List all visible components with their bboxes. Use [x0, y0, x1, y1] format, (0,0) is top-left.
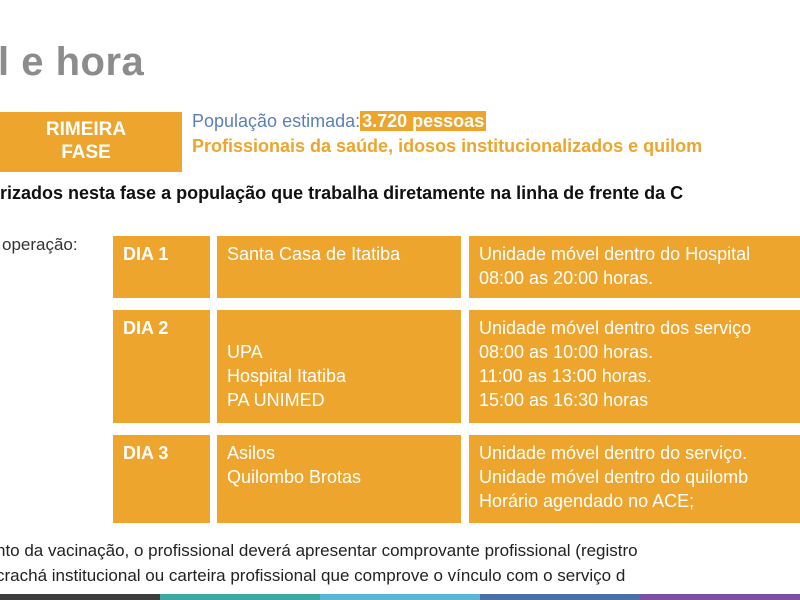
- day-label: DIA 1: [123, 244, 169, 264]
- schedule-place-cell: Asilos Quilombo Brotas: [217, 435, 461, 523]
- population-label: População estimada:: [192, 111, 361, 131]
- place-line: UPA: [227, 342, 263, 362]
- day-label: DIA 2: [123, 318, 169, 338]
- footer-line-1: nto da vacinação, o profissional deverá …: [0, 541, 638, 560]
- bar-segment: [160, 594, 320, 600]
- schedule-detail-cell: Unidade móvel dentro do serviço. Unidade…: [469, 435, 800, 523]
- detail-line: 11:00 as 13:00 horas.: [479, 366, 652, 386]
- population-value: 3.720 pessoas: [360, 111, 487, 131]
- schedule-day-cell: DIA 2: [113, 310, 210, 423]
- population-estimate: População estimada: 3.720 pessoas: [192, 111, 487, 132]
- bar-segment: [0, 594, 160, 600]
- bar-segment: [480, 594, 640, 600]
- schedule-place-cell: UPA Hospital Itatiba PA UNIMED: [217, 310, 461, 423]
- detail-line: Unidade móvel dentro do Hospital: [479, 244, 751, 264]
- schedule-day-cell: DIA 1: [113, 236, 210, 298]
- place-line: Quilombo Brotas: [227, 467, 362, 487]
- phase-badge: RIMEIRA FASE: [0, 112, 182, 172]
- detail-line: Unidade móvel dentro dos serviço: [479, 318, 752, 338]
- place-line: PA UNIMED: [227, 390, 325, 410]
- schedule-place-cell: Santa Casa de Itatiba: [217, 236, 461, 298]
- footer-line-2: crachá institucional ou carteira profiss…: [0, 566, 626, 585]
- detail-line: 08:00 as 10:00 horas.: [479, 342, 654, 362]
- detail-line: 15:00 as 16:30 horas: [479, 390, 649, 410]
- detail-line: Unidade móvel dentro do serviço.: [479, 443, 748, 463]
- phase-line-2: FASE: [61, 142, 111, 163]
- detail-line: 08:00 as 20:00 horas.: [479, 268, 654, 288]
- detail-line: Horário agendado no ACE;: [479, 491, 695, 511]
- schedule-day-cell: DIA 3: [113, 435, 210, 523]
- place-line: [227, 316, 461, 340]
- bar-segment: [640, 594, 800, 600]
- slide-title: l e hora: [0, 40, 145, 84]
- bar-segment: [320, 594, 480, 600]
- place-line: Santa Casa de Itatiba: [227, 244, 401, 264]
- schedule-detail-cell: Unidade móvel dentro do Hospital 08:00 a…: [469, 236, 800, 298]
- place-line: Asilos: [227, 443, 276, 463]
- phase-line-1: RIMEIRA: [45, 119, 127, 140]
- operation-label: operação:: [2, 235, 78, 254]
- prioritized-text: rizados nesta fase a população que traba…: [0, 183, 684, 203]
- day-label: DIA 3: [123, 443, 169, 463]
- bottom-color-bar: [0, 594, 800, 600]
- place-line: Hospital Itatiba: [227, 366, 347, 386]
- detail-line: Unidade móvel dentro do quilomb: [479, 467, 749, 487]
- schedule-detail-cell: Unidade móvel dentro dos serviço 08:00 a…: [469, 310, 800, 423]
- target-groups: Profissionais da saúde, idosos instituci…: [192, 136, 703, 156]
